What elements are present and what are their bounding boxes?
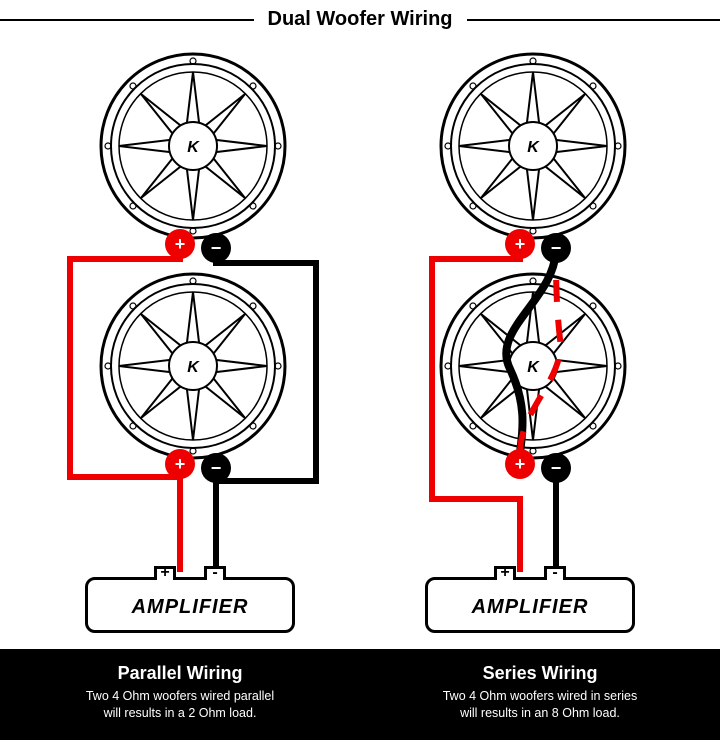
- woofer-icon: K: [438, 271, 628, 461]
- title-rule-left: [0, 19, 254, 21]
- footer-desc-parallel: Two 4 Ohm woofers wired parallel will re…: [0, 688, 360, 722]
- amplifier-label: AMPLIFIER: [428, 580, 632, 634]
- amplifier-label: AMPLIFIER: [88, 580, 292, 634]
- footer-parallel: Parallel Wiring Two 4 Ohm woofers wired …: [0, 663, 360, 722]
- woofer-top: K: [438, 51, 628, 241]
- terminal-negative: −: [541, 233, 571, 263]
- woofer-icon: K: [98, 51, 288, 241]
- footer-title-series: Series Wiring: [360, 663, 720, 684]
- svg-text:K: K: [527, 139, 540, 156]
- terminal-negative: −: [201, 233, 231, 263]
- woofer-icon: K: [438, 51, 628, 241]
- svg-text:K: K: [187, 139, 200, 156]
- page-title: Dual Woofer Wiring: [254, 8, 467, 31]
- woofer-bottom: K: [98, 271, 288, 461]
- title-rule-right: [467, 19, 720, 21]
- terminal-negative: −: [201, 453, 231, 483]
- amp-terminals: + -: [154, 566, 226, 580]
- amp-terminal-negative: -: [204, 566, 226, 580]
- terminal-positive: +: [505, 229, 535, 259]
- amp-terminals: + -: [494, 566, 566, 580]
- title-row: Dual Woofer Wiring: [0, 0, 720, 39]
- panel-series: K: [360, 39, 700, 639]
- footer-title-parallel: Parallel Wiring: [0, 663, 360, 684]
- footer-desc-series: Two 4 Ohm woofers wired in series will r…: [360, 688, 720, 722]
- diagram-area: K: [0, 39, 720, 649]
- woofer-bottom: K: [438, 271, 628, 461]
- footer-series: Series Wiring Two 4 Ohm woofers wired in…: [360, 663, 720, 722]
- woofer-top: K: [98, 51, 288, 241]
- svg-text:K: K: [187, 359, 200, 376]
- amplifier-box: + - AMPLIFIER: [85, 577, 295, 633]
- woofer-icon: K: [98, 271, 288, 461]
- svg-text:K: K: [527, 359, 540, 376]
- terminal-positive: +: [165, 229, 195, 259]
- footer: Parallel Wiring Two 4 Ohm woofers wired …: [0, 649, 720, 740]
- terminal-positive: +: [505, 449, 535, 479]
- amp-terminal-positive: +: [494, 566, 516, 580]
- amp-terminal-negative: -: [544, 566, 566, 580]
- amp-terminal-positive: +: [154, 566, 176, 580]
- panel-parallel: K: [20, 39, 360, 639]
- diagram-container: Dual Woofer Wiring: [0, 0, 720, 740]
- terminal-positive: +: [165, 449, 195, 479]
- amplifier-box: + - AMPLIFIER: [425, 577, 635, 633]
- terminal-negative: −: [541, 453, 571, 483]
